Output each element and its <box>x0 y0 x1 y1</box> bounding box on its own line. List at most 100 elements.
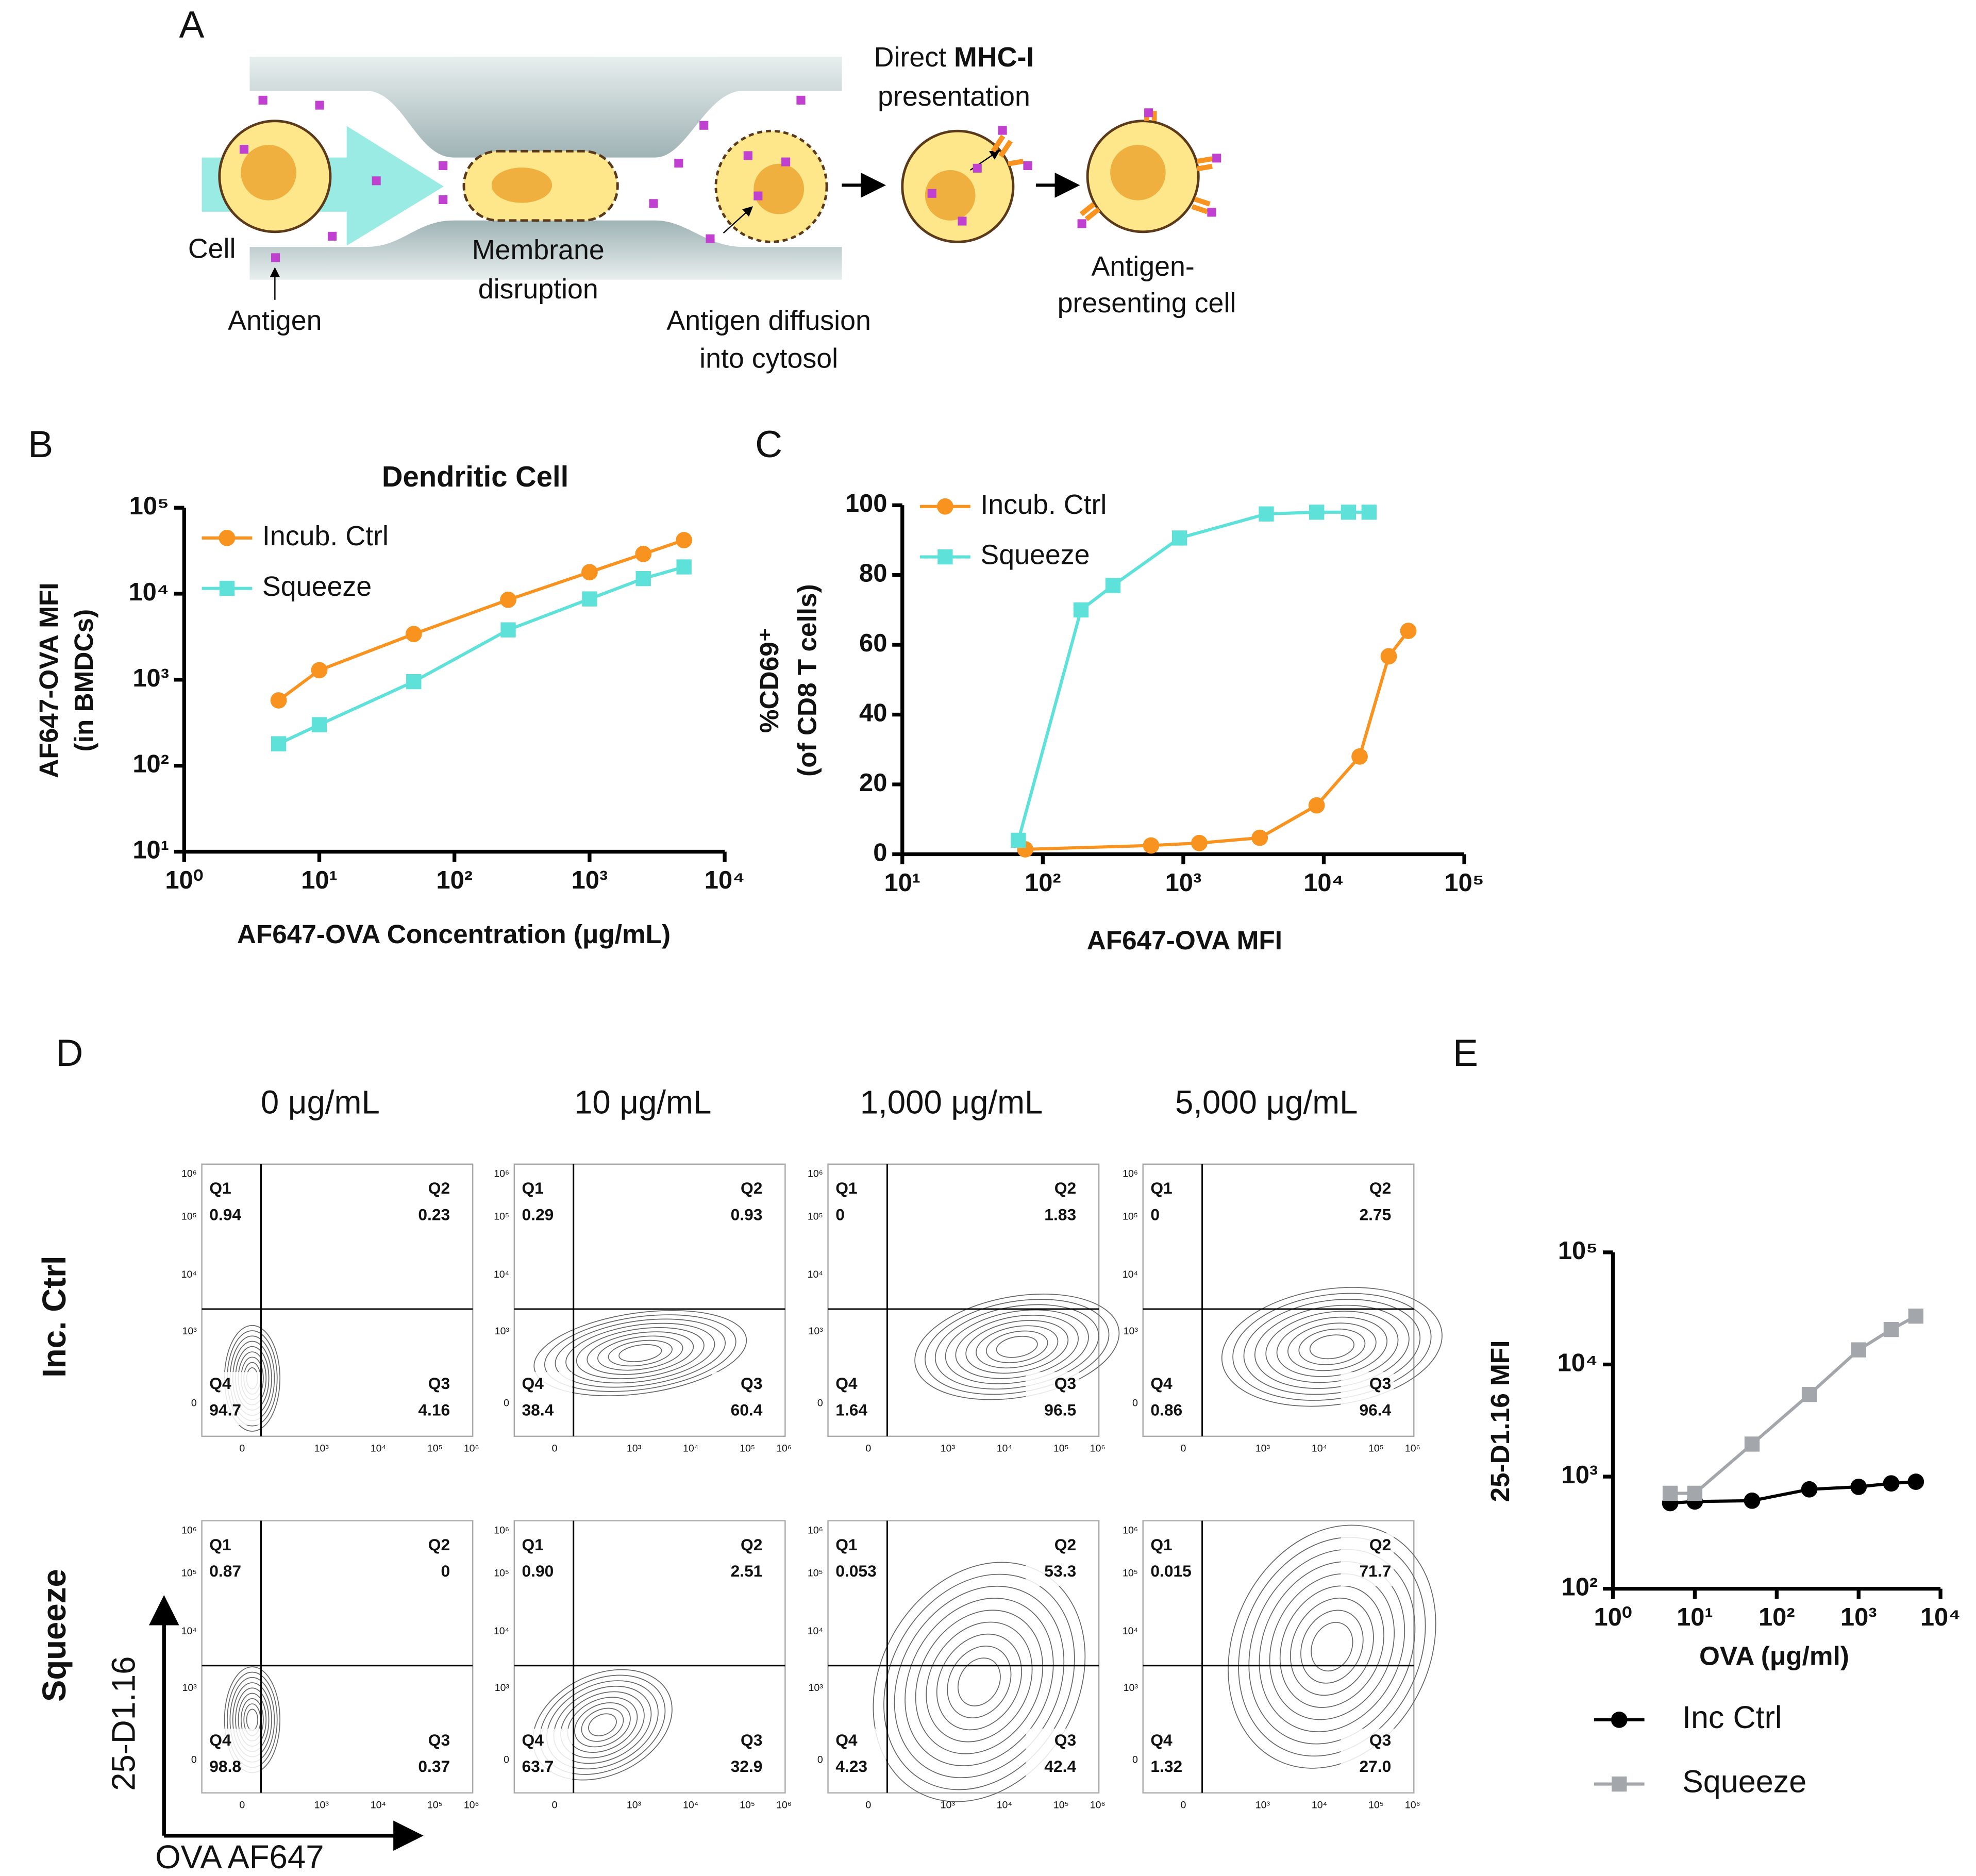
quadrant-value: 0.23 <box>418 1205 450 1224</box>
x-tick-label: 10³ <box>627 1799 642 1811</box>
legend-label: Inc Ctrl <box>1682 1700 1782 1735</box>
x-tick-label: 0 <box>865 1443 871 1454</box>
x-tick-label: 10⁴ <box>705 866 745 894</box>
contour <box>957 1657 1001 1706</box>
contour <box>618 1344 662 1362</box>
contour <box>555 1318 726 1388</box>
quadrant-name: Q3 <box>1369 1374 1391 1393</box>
legend-label: Squeeze <box>262 571 372 602</box>
y-axis-label: (in BMDCs) <box>69 609 98 752</box>
contour <box>1287 1322 1377 1371</box>
x-tick-label: 10⁶ <box>1090 1799 1106 1811</box>
contour <box>565 1322 715 1384</box>
quadrant-name: Q1 <box>1150 1535 1172 1554</box>
y-tick-label: 10⁴ <box>808 1269 823 1280</box>
x-tick-label: 10² <box>1025 869 1061 897</box>
quadrant-value: 0.86 <box>1150 1400 1182 1419</box>
flow-plot: 10⁶ 10⁵ 10⁴ 10³ 0 0 10³ 10⁴ 10⁵ 10⁶ Q1 0.94 Q2 0.23 Q3… <box>181 1163 479 1454</box>
label-bg <box>519 1533 573 1586</box>
row-label: Squeeze <box>36 1569 73 1702</box>
y-tick-label: 10⁶ <box>808 1168 823 1180</box>
x-tick-label: 10⁵ <box>1368 1799 1384 1811</box>
x-tick-label: 0 <box>552 1799 558 1811</box>
x-tick-label: 10⁰ <box>1594 1603 1632 1631</box>
label: MHC-I <box>954 42 1034 73</box>
y-tick-label: 40 <box>859 699 887 727</box>
y-tick-label: 10⁵ <box>181 1567 197 1579</box>
marker <box>1011 832 1026 848</box>
contour <box>925 1299 1110 1395</box>
y-tick-label: 0 <box>504 1754 509 1765</box>
plot-frame <box>1142 1520 1415 1794</box>
x-tick-label: 10⁵ <box>740 1443 755 1454</box>
x-tick-label: 10³ <box>314 1799 329 1811</box>
y-tick-label: 10⁴ <box>808 1626 823 1637</box>
panel-letter: D <box>56 1032 83 1074</box>
contour <box>996 1335 1038 1358</box>
quadrant-value: 96.4 <box>1359 1400 1391 1419</box>
y-tick-label: 10⁴ <box>181 1269 197 1280</box>
label: presenting cell <box>1058 288 1236 319</box>
contour <box>1248 1549 1416 1745</box>
marker <box>311 717 327 732</box>
x-axis-label: OVA (μg/ml) <box>1699 1641 1849 1671</box>
contour <box>947 1646 1012 1719</box>
plot-frame <box>201 1163 474 1437</box>
quadrant-name: Q4 <box>522 1731 544 1749</box>
marker <box>676 559 692 575</box>
y-tick-label: 10⁵ <box>494 1211 509 1222</box>
contour <box>976 1325 1059 1369</box>
marker <box>1143 837 1160 854</box>
contour <box>1243 1299 1421 1395</box>
x-tick-label: 10³ <box>1255 1443 1270 1454</box>
label-bg <box>1026 1372 1079 1425</box>
quadrant-name: Q1 <box>209 1535 231 1554</box>
quadrant-value: 42.4 <box>1044 1757 1076 1775</box>
contour <box>597 1335 683 1371</box>
contour <box>533 1310 747 1397</box>
y-axis-label: 25-D1.16 MFI <box>1485 1341 1515 1502</box>
label: Antigen- <box>1092 251 1195 282</box>
quadrant-value: 4.23 <box>835 1757 867 1775</box>
label-bg <box>1148 1728 1201 1782</box>
quadrant-name: Q3 <box>428 1374 450 1393</box>
marker <box>1308 797 1325 814</box>
plot-frame <box>827 1163 1100 1437</box>
nucleus <box>241 145 296 200</box>
contour <box>955 1314 1079 1379</box>
y-tick-label: 10⁴ <box>181 1626 197 1637</box>
plot-frame <box>513 1520 786 1794</box>
label-bg <box>1148 1533 1201 1586</box>
quadrant-name: Q3 <box>1054 1731 1076 1749</box>
column-header: 10 μg/mL <box>574 1084 711 1121</box>
quadrant-name: Q4 <box>835 1731 858 1749</box>
y-tick-label: 10³ <box>495 1682 510 1694</box>
nucleus <box>925 170 976 221</box>
x-tick-label: 10⁴ <box>1312 1799 1327 1811</box>
marker <box>676 532 693 548</box>
y-tick-label: 0 <box>817 1397 823 1409</box>
y-tick-label: 10⁵ <box>494 1567 509 1579</box>
y-tick-label: 10⁵ <box>1123 1567 1138 1579</box>
x-tick-label: 10⁶ <box>1090 1443 1106 1454</box>
quadrant-name: Q4 <box>835 1374 858 1393</box>
contour <box>945 1309 1089 1384</box>
quadrant-value: 53.3 <box>1044 1562 1076 1580</box>
legend-marker <box>936 498 953 515</box>
channel-bottom <box>249 220 842 280</box>
marker <box>1883 1475 1900 1492</box>
x-tick-label: 10⁴ <box>1920 1603 1961 1631</box>
x-axis-label: AF647-OVA Concentration (μg/mL) <box>237 919 671 949</box>
label: Cell <box>188 233 236 264</box>
x-tick-label: 10⁴ <box>1312 1443 1327 1454</box>
marker <box>1883 1321 1899 1337</box>
contour <box>1238 1537 1426 1757</box>
contour <box>588 1713 617 1736</box>
x-tick-label: 0 <box>1180 1443 1186 1454</box>
label-bg <box>1341 1728 1394 1782</box>
y-tick-label: 10⁴ <box>494 1626 509 1637</box>
marker <box>1908 1308 1923 1324</box>
x-tick-label: 10⁴ <box>371 1799 386 1811</box>
quadrant-value: 0.94 <box>209 1205 241 1224</box>
y-tick-label: 10⁶ <box>808 1525 823 1536</box>
